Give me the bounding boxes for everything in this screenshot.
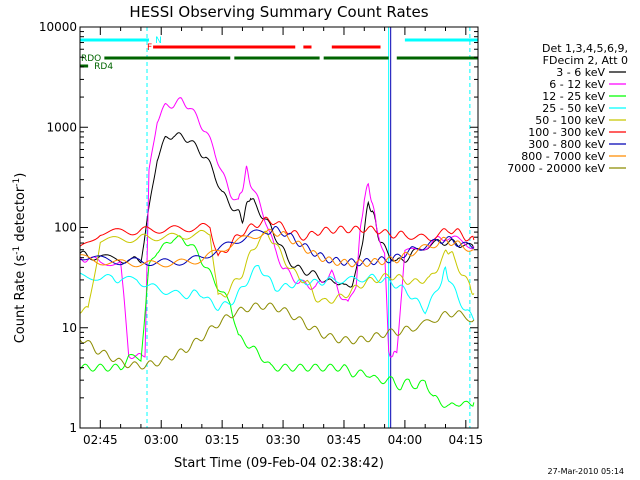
- legend-label-4: 50 - 100 keV: [535, 114, 605, 127]
- y-axis-label: Count Rate (s-1 detector-1): [12, 173, 28, 344]
- legend: Det 1,3,4,5,6,9, FDecim 2, Att 0 3 - 6 k…: [507, 42, 628, 175]
- legend-label-3: 25 - 50 keV: [542, 102, 605, 115]
- x-tick-label-2: 03:15: [205, 433, 240, 447]
- y-tick-label-4: 10000: [39, 20, 77, 34]
- y-tick-label-0: 1: [69, 421, 77, 435]
- series-line-800to7000keV: [80, 228, 475, 268]
- legend-label-2: 12 - 25 keV: [542, 90, 605, 103]
- chart-title: HESSI Observing Summary Count Rates: [129, 3, 428, 21]
- series-line-12to25keV: [80, 235, 475, 408]
- legend-label-7: 800 - 7000 keV: [521, 150, 605, 163]
- flag-label-rd4: RD4: [94, 62, 113, 72]
- x-tick-label-6: 04:15: [449, 433, 484, 447]
- series-line-25to50keV: [80, 264, 475, 321]
- footer-date: 27-Mar-2010 05:14: [548, 467, 625, 476]
- x-tick-label-0: 02:45: [83, 433, 118, 447]
- legend-header-line-2: FDecim 2, Att 0: [543, 54, 628, 67]
- series-line-100to300keV: [80, 216, 475, 257]
- x-axis-label: Start Time (09-Feb-04 02:38:42): [174, 456, 384, 471]
- legend-label-8: 7000 - 20000 keV: [507, 162, 605, 175]
- y-tick-label-2: 100: [54, 221, 77, 235]
- y-tick-label-1: 10: [62, 321, 77, 335]
- series-line-300to800keV: [80, 225, 474, 267]
- axes: 1 10 100 1000 10000 02:45 03:00 03:15 03:30 03:45…: [39, 20, 483, 447]
- y-tick-label-3: 1000: [46, 120, 77, 134]
- legend-label-0: 3 - 6 keV: [556, 66, 605, 79]
- series-line-3to6keV: [80, 132, 475, 288]
- plot-frame: [79, 26, 479, 429]
- flag-label-rdo: RDO: [81, 54, 101, 64]
- x-tick-label-5: 04:00: [388, 433, 423, 447]
- series-line-50to100keV: [80, 229, 475, 314]
- legend-label-5: 100 - 300 keV: [528, 126, 605, 139]
- legend-header-line-1: Det 1,3,4,5,6,9,: [542, 42, 628, 55]
- series-line-6to12keV: [80, 97, 475, 360]
- legend-label-1: 6 - 12 keV: [549, 78, 605, 91]
- x-tick-label-1: 03:00: [144, 433, 179, 447]
- x-tick-label-4: 03:45: [327, 433, 362, 447]
- series-line-7000to20000keV: [80, 302, 475, 370]
- legend-label-6: 300 - 800 keV: [528, 138, 605, 151]
- flag-label-n: N: [155, 36, 162, 46]
- x-tick-label-3: 03:30: [266, 433, 301, 447]
- flag-label-f: F: [147, 43, 152, 53]
